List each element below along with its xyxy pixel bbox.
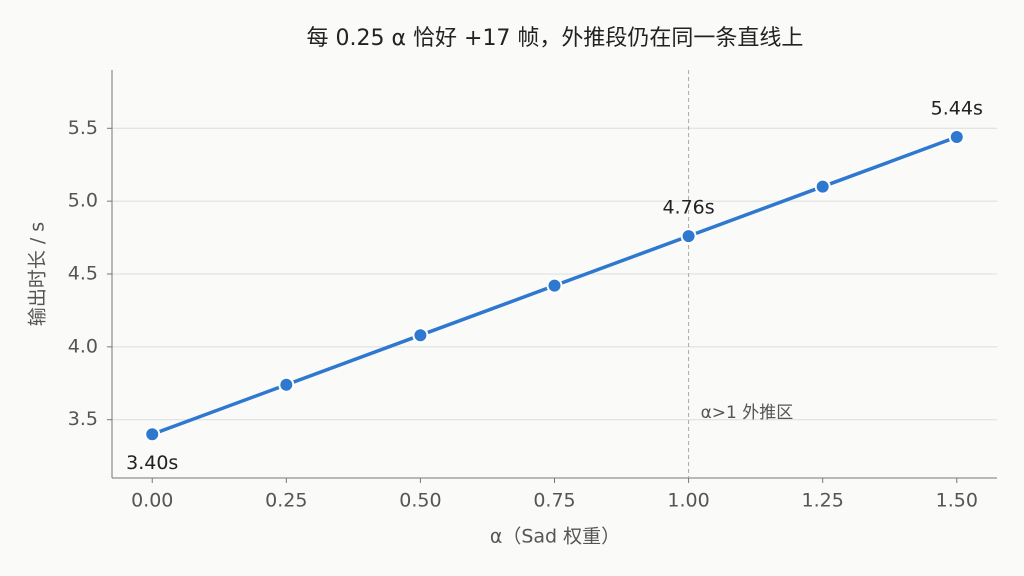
value-label: 4.76s [662, 197, 714, 219]
chart-title: 每 0.25 α 恰好 +17 帧，外推段仍在同一条直线上 [307, 26, 804, 51]
data-point [412, 327, 429, 344]
x-axis-label: α（Sad 权重） [490, 526, 620, 548]
y-tick-label: 5.0 [68, 190, 98, 212]
y-axis-label: 输出时长 / s [27, 222, 49, 326]
x-tick-label: 1.00 [667, 490, 709, 512]
x-tick-label: 0.00 [131, 490, 173, 512]
annotation: α>1 外推区 [701, 403, 794, 423]
x-tick-label: 0.75 [533, 490, 575, 512]
x-tick-label: 0.25 [265, 490, 307, 512]
data-point [278, 376, 295, 393]
y-tick-label: 4.5 [68, 263, 98, 285]
data-point [814, 178, 831, 195]
y-tick-label: 3.5 [68, 408, 98, 430]
value-label: 5.44s [931, 98, 983, 120]
x-tick-label: 0.50 [399, 490, 441, 512]
data-point [948, 129, 965, 146]
y-tick-label: 5.5 [68, 117, 98, 139]
data-point [546, 277, 563, 294]
data-point [144, 426, 161, 443]
x-tick-label: 1.25 [802, 490, 844, 512]
data-point [680, 228, 697, 245]
x-tick-label: 1.50 [936, 490, 978, 512]
y-tick-label: 4.0 [68, 335, 98, 357]
value-label: 3.40s [126, 452, 178, 474]
